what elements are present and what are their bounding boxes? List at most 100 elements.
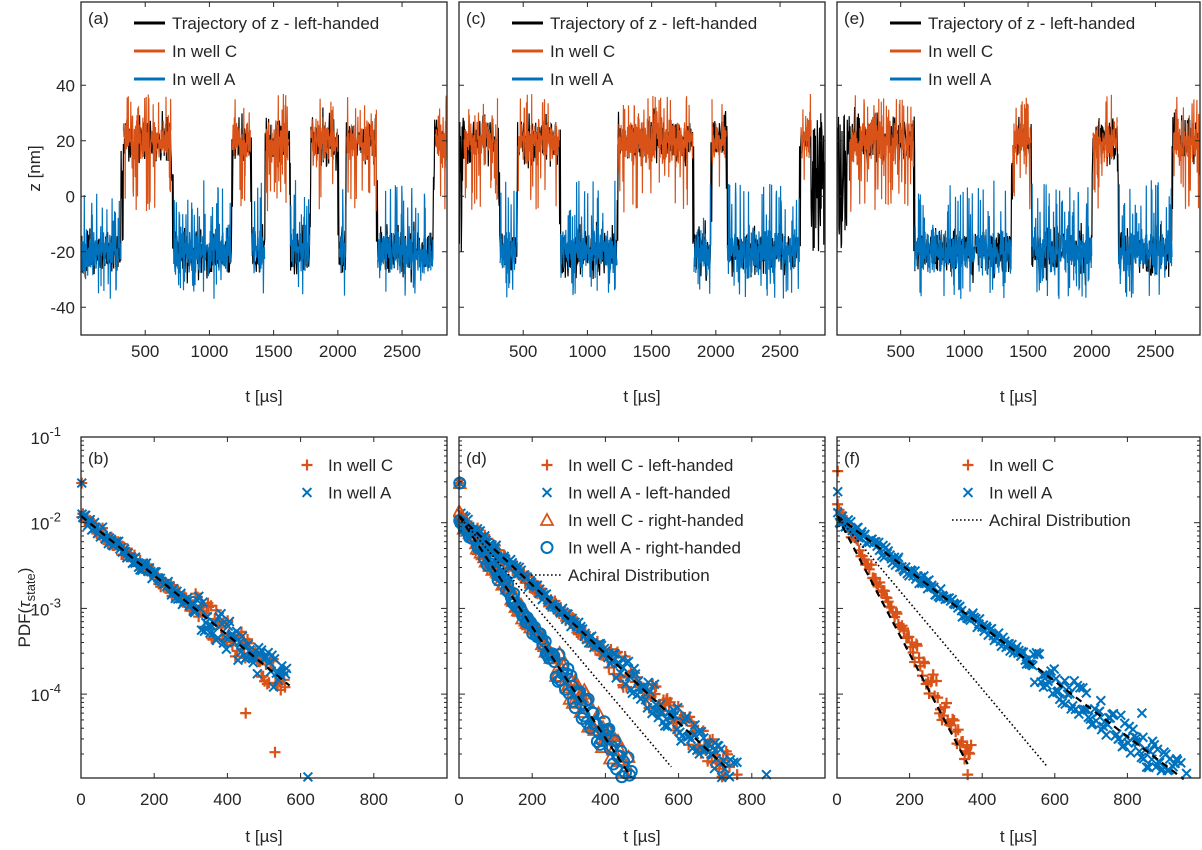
plot-area: [832, 465, 1192, 781]
fit-line-dashed: [458, 515, 632, 778]
plot-area: [453, 475, 772, 784]
x-tick-label: 1500: [1009, 342, 1047, 361]
legend-label: In well A: [172, 70, 236, 89]
cross-marker: [832, 486, 843, 497]
cross-marker: [113, 536, 124, 547]
axes-frame: [80, 436, 448, 779]
well-c-segment: [617, 95, 694, 213]
x-tick-label: 800: [360, 790, 388, 809]
well-c-segment: [346, 97, 377, 212]
pdf-panel: 0 200 400 600 800 t [µs] (d) In well C - left-h…: [453, 436, 826, 846]
cross-marker: [640, 694, 651, 705]
x-tick-label: 1000: [569, 342, 607, 361]
legend-label: In well A - right-handed: [568, 539, 741, 558]
cross-marker: [962, 487, 974, 498]
x-axis-label: t [µs]: [623, 827, 660, 846]
cross-marker: [1141, 762, 1152, 773]
legend-label: In well C - right-handed: [568, 511, 744, 530]
plus-marker: [203, 601, 215, 613]
cross-marker: [541, 487, 553, 498]
plot-area: [76, 477, 314, 783]
axes-frame: [80, 1, 448, 336]
well-a-segment: [693, 184, 712, 294]
x-axis-label: t [µs]: [245, 387, 282, 406]
plus-marker: [941, 697, 953, 709]
well-a-segment: [726, 182, 800, 299]
circle-marker: [615, 770, 629, 784]
legend-label: In well C: [989, 456, 1054, 475]
cross-marker: [1175, 757, 1186, 768]
triangle-marker: [539, 512, 555, 526]
x-tick-label: 200: [895, 790, 923, 809]
cross-marker: [491, 540, 502, 551]
plus-marker: [891, 608, 903, 620]
well-a-segment: [1117, 180, 1173, 298]
circle-marker: [608, 734, 622, 748]
cross-marker: [1114, 733, 1125, 744]
cross-marker: [1053, 686, 1064, 697]
plus-marker: [279, 681, 291, 693]
x-tick-label: 600: [286, 790, 314, 809]
plus-marker: [301, 459, 313, 471]
cross-marker: [301, 487, 313, 498]
cross-marker: [215, 608, 227, 619]
panel-label: (d): [466, 449, 487, 468]
well-c-segment: [711, 99, 727, 187]
x-tick-label: 2000: [697, 342, 735, 361]
well-a-segment: [914, 180, 1013, 299]
plus-marker: [240, 707, 252, 719]
cross-marker: [76, 477, 87, 489]
cross-marker: [724, 771, 735, 782]
well-a-segment: [251, 182, 266, 294]
cross-marker: [728, 757, 739, 768]
well-c-segment: [122, 94, 172, 212]
y-tick-label: 20: [56, 132, 75, 151]
plus-marker: [930, 675, 942, 687]
x-tick-label: 2500: [761, 342, 799, 361]
cross-marker: [1081, 687, 1092, 699]
cross-marker: [1034, 648, 1045, 660]
well-c-segment: [265, 93, 290, 212]
plus-marker: [878, 585, 890, 597]
legend-label: In well C: [928, 42, 993, 61]
cross-marker: [681, 711, 692, 722]
cross-marker: [281, 663, 292, 674]
circle-marker: [525, 618, 539, 632]
panel-label: (c): [466, 9, 486, 28]
x-tick-label: 2500: [383, 342, 421, 361]
x-tick-label: 600: [664, 790, 692, 809]
pdf-panel: 0 200 400 600 80010-410-310-210-1PDF(τstate)…: [15, 424, 448, 846]
cross-marker: [218, 637, 229, 649]
achiral-line-dotted: [458, 515, 672, 768]
cross-marker: [615, 667, 626, 679]
circle-marker: [561, 662, 575, 676]
cross-marker: [672, 702, 683, 713]
well-a-segment: [81, 193, 122, 299]
axes-frame: [458, 1, 826, 336]
cross-marker: [649, 679, 660, 690]
x-axis-label: t [µs]: [623, 387, 660, 406]
plus-marker: [865, 559, 877, 571]
x-tick-label: 1000: [191, 342, 229, 361]
plus-marker: [541, 459, 553, 471]
cross-marker: [669, 710, 680, 721]
plot-area: [81, 93, 447, 299]
well-a-segment: [559, 180, 618, 296]
trajectory-panel: 500 1000 1500 2000 2500 t [µs] (e) Trajectory o…: [836, 1, 1201, 406]
axes-frame: [836, 436, 1201, 779]
cross-marker: [644, 686, 656, 697]
panel-label: (e): [844, 9, 865, 28]
plus-marker: [269, 746, 281, 758]
legend-label: In well C: [550, 42, 615, 61]
legend-label: In well C - left-handed: [568, 456, 733, 475]
y-tick-label: -40: [50, 298, 75, 317]
circle-marker: [624, 764, 638, 778]
x-tick-label: 1000: [945, 342, 983, 361]
legend-label: In well A: [550, 70, 614, 89]
cross-marker: [610, 648, 621, 660]
cross-marker: [264, 657, 275, 668]
cross-marker: [193, 591, 204, 602]
x-tick-label: 800: [1113, 790, 1141, 809]
fit-line-dashed: [80, 515, 291, 687]
well-a-segment: [377, 185, 434, 296]
